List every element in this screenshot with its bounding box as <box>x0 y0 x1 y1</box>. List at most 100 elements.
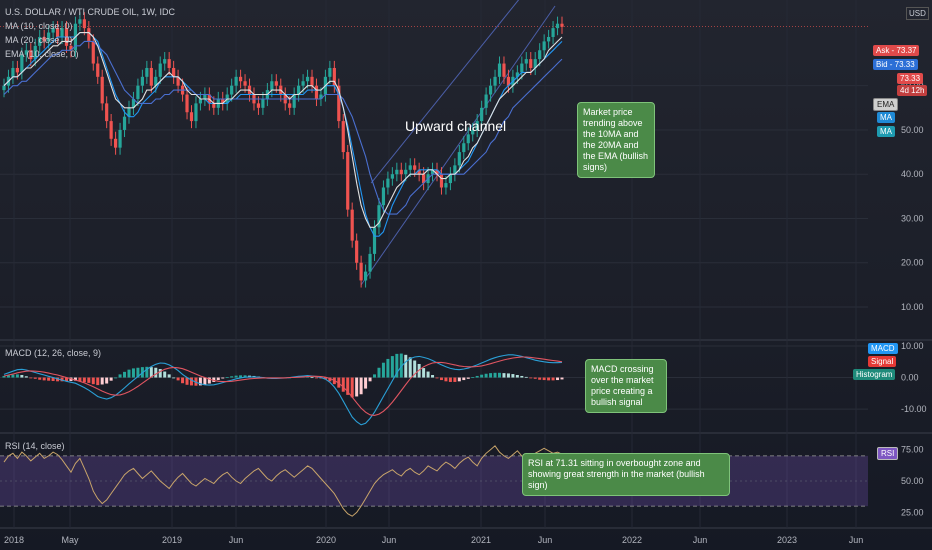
indicator-ema[interactable]: EMA (10, close, 0) <box>5 49 79 59</box>
candle <box>328 67 332 77</box>
histogram-bar <box>20 375 24 378</box>
macd-title[interactable]: MACD (12, 26, close, 9) <box>5 348 102 358</box>
last-price-tag: 73.33 <box>897 73 924 84</box>
candle <box>430 169 435 175</box>
candle <box>118 129 122 148</box>
histogram-bar <box>56 377 60 382</box>
candle <box>404 169 408 175</box>
candle <box>105 103 109 122</box>
candle <box>270 81 274 91</box>
histogram-bar <box>216 377 220 381</box>
candle <box>154 76 158 86</box>
histogram-bar <box>556 377 560 381</box>
candle <box>395 169 399 175</box>
histogram-bar <box>538 377 542 380</box>
candle <box>261 98 265 108</box>
x-tick-label: May <box>61 535 79 545</box>
histogram-bar <box>381 362 385 378</box>
y-tick-label: 10.00 <box>901 302 924 312</box>
candle <box>288 103 292 108</box>
histogram-bar <box>373 374 377 378</box>
candle <box>444 183 448 188</box>
rsi-title[interactable]: RSI (14, close) <box>5 441 65 451</box>
histogram-bar <box>198 377 202 386</box>
candle <box>297 85 301 95</box>
histogram-bar <box>346 377 350 395</box>
histogram-bar <box>489 373 493 378</box>
price-note: Market price trending above the 10MA and… <box>577 102 655 178</box>
histogram-bar <box>212 377 216 382</box>
candle <box>547 36 551 42</box>
y-tick-label: 25.00 <box>901 507 924 517</box>
candle <box>332 67 336 86</box>
candle <box>145 67 149 77</box>
indicator-ma20[interactable]: MA (20, close, 0) <box>5 35 73 45</box>
histogram-bar <box>529 377 533 379</box>
candle <box>29 50 33 60</box>
x-tick-label: Jun <box>849 535 864 545</box>
histogram-bar <box>131 368 135 378</box>
histogram-bar <box>408 357 412 378</box>
histogram-bar <box>466 377 470 379</box>
histogram-bar <box>475 375 479 378</box>
candle <box>497 63 502 77</box>
x-tick-label: 2020 <box>316 535 336 545</box>
histogram-bar <box>73 377 77 381</box>
x-tick-label: 2022 <box>622 535 642 545</box>
histogram-bar <box>194 377 198 386</box>
candle <box>462 143 466 153</box>
histogram-bar <box>109 377 113 381</box>
candle <box>11 67 15 77</box>
candle <box>51 28 55 33</box>
candle <box>60 28 64 37</box>
y-tick-label: 50.00 <box>901 476 924 486</box>
histogram-bar <box>225 377 229 379</box>
histogram-bar <box>172 377 176 379</box>
candle <box>350 209 354 241</box>
candle <box>91 41 95 64</box>
candle <box>15 67 19 73</box>
candle <box>20 54 24 73</box>
candle <box>136 85 140 99</box>
histogram-bar <box>33 377 37 379</box>
candle <box>140 76 144 86</box>
histogram-bar <box>163 371 167 378</box>
histogram-bar <box>524 376 528 378</box>
candle <box>305 76 310 82</box>
candle <box>372 227 377 254</box>
candle <box>114 138 118 148</box>
macd-line <box>3 354 563 426</box>
indicator-ma10[interactable]: MA (10, close, 0) <box>5 21 73 31</box>
candle <box>363 271 368 281</box>
histogram-bar <box>395 353 399 378</box>
candle <box>341 121 345 153</box>
histogram-bar <box>230 376 234 378</box>
candle <box>422 174 426 184</box>
histogram-bar <box>96 377 100 386</box>
histogram-bar <box>42 377 46 381</box>
histogram-bar <box>542 377 546 381</box>
candle <box>310 76 314 86</box>
candle <box>238 76 243 82</box>
ema-tag: EMA <box>873 98 899 111</box>
histogram-tag: Histogram <box>853 369 896 380</box>
candle <box>346 152 350 210</box>
candle <box>189 112 194 122</box>
candle <box>399 169 403 175</box>
candle <box>502 63 506 77</box>
histogram-bar <box>480 374 484 378</box>
currency-label[interactable]: USD <box>906 7 929 20</box>
histogram-bar <box>64 377 68 382</box>
histogram-bar <box>359 377 363 395</box>
candle <box>109 121 113 139</box>
histogram-bar <box>6 375 10 378</box>
grid <box>0 0 932 529</box>
rsi-tag: RSI <box>877 447 899 460</box>
candle <box>256 103 261 108</box>
candle <box>122 116 127 130</box>
histogram-bar <box>145 366 149 378</box>
histogram-bar <box>105 377 109 384</box>
y-tick-label: 50.00 <box>901 125 924 135</box>
histogram-bar <box>136 367 140 378</box>
